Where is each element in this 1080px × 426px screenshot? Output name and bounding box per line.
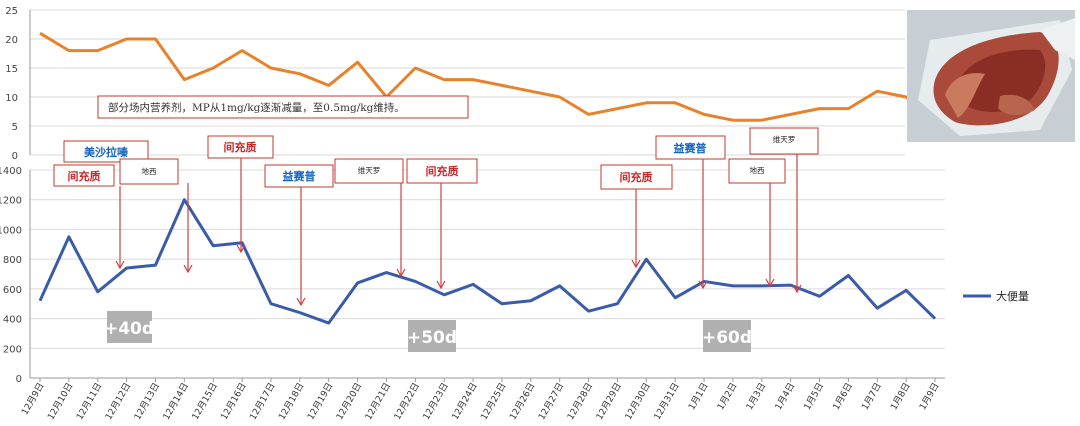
annotation-arrowhead	[765, 278, 775, 288]
bottom-y-tick-label: 0	[16, 374, 22, 385]
x-tick-label: 12月29日	[594, 381, 624, 422]
annotation-arrowhead	[396, 268, 406, 278]
x-tick-label: 12月31日	[652, 381, 682, 422]
annotation-diazepam-1: 地西	[119, 158, 179, 185]
x-tick-label: 12月24日	[450, 381, 480, 422]
annotation-msc-3: 间充质	[406, 158, 478, 184]
x-tick-label: 12月12日	[103, 381, 133, 422]
x-tick-label: 12月10日	[45, 381, 75, 422]
x-tick-label: 12月19日	[305, 381, 335, 422]
top-chart-y-ticks: 0 5 10 15 20 25	[5, 6, 31, 162]
mp-note-text: 部分场内营养剂，MP从1mg/kg逐渐减量，至0.5mg/kg维持。	[108, 101, 405, 114]
annotation-msc-1: 间充质	[53, 164, 115, 187]
annotation-arrowhead	[436, 280, 446, 290]
day-badge-50-label: +50d	[407, 328, 457, 348]
svg-text:益赛普: 益赛普	[283, 169, 316, 183]
x-tick-label: 12月17日	[248, 381, 278, 422]
annotation-vitamin-1: 维天罗	[334, 158, 404, 184]
x-tick-label: 12月16日	[219, 381, 249, 422]
bottom-chart-gridlines	[30, 169, 945, 379]
svg-text:维天罗: 维天罗	[358, 165, 381, 175]
annotation-arrowhead	[183, 264, 193, 274]
legend-label: 大便量	[996, 289, 1029, 303]
svg-text:间充质: 间充质	[620, 170, 653, 184]
day-badge-40-label: +40d	[104, 319, 154, 339]
svg-text:地西: 地西	[142, 166, 157, 176]
svg-text:地西: 地西	[750, 165, 765, 175]
annotation-etanercept-1: 益赛普	[264, 164, 334, 188]
x-tick-label: 1月4日	[773, 381, 797, 412]
x-tick-label: 12月13日	[132, 381, 162, 422]
bottom-y-tick-label: 400	[3, 315, 22, 326]
x-tick-label: 12月11日	[74, 381, 104, 422]
bottom-chart-x-ticks: 12月9日 12月10日 12月11日 12月12日 12月13日 12月14日 12月15…	[19, 378, 942, 422]
svg-text:间充质: 间充质	[224, 140, 257, 154]
annotation-arrowhead	[296, 297, 306, 307]
top-y-tick-label: 0	[12, 151, 18, 162]
x-tick-label: 12月20日	[334, 381, 364, 422]
annotation-arrows	[115, 154, 802, 307]
day-badge-50: +50d	[407, 320, 457, 352]
bottom-y-tick-label: 200	[3, 344, 22, 355]
x-tick-label: 12月21日	[363, 381, 393, 422]
legend: 大便量	[963, 289, 1029, 303]
annotation-arrowhead	[115, 260, 125, 270]
x-tick-label: 1月9日	[917, 381, 941, 412]
bottom-y-tick-label: 1400	[0, 166, 22, 177]
top-y-tick-label: 25	[5, 6, 18, 17]
top-y-tick-label: 10	[5, 93, 18, 104]
annotation-arrowhead	[631, 259, 641, 269]
annotation-arrowhead	[698, 280, 708, 290]
bottom-y-tick-label: 800	[3, 255, 22, 266]
svg-text:美沙拉嗪: 美沙拉嗪	[84, 145, 128, 159]
x-tick-label: 12月30日	[623, 381, 653, 422]
svg-text:间充质: 间充质	[68, 169, 101, 183]
mp-note-box: 部分场内营养剂，MP从1mg/kg逐渐减量，至0.5mg/kg维持。	[97, 95, 469, 119]
x-tick-label: 12月18日	[276, 381, 306, 422]
annotation-msc-2: 间充质	[207, 135, 274, 159]
x-tick-label: 1月7日	[860, 381, 884, 412]
x-tick-label: 12月15日	[190, 381, 220, 422]
x-tick-label: 1月1日	[686, 381, 710, 412]
svg-text:间充质: 间充质	[426, 164, 459, 178]
annotation-arrowhead	[236, 244, 246, 254]
bottom-y-tick-label: 1000	[0, 225, 22, 236]
annotation-vitamin-2: 维天罗	[749, 127, 819, 155]
top-y-tick-label: 5	[12, 122, 18, 133]
annotation-msc-4: 间充质	[600, 164, 673, 190]
top-chart-series	[39, 31, 937, 128]
x-tick-label: 12月28日	[565, 381, 595, 422]
x-tick-label: 1月8日	[888, 381, 912, 412]
svg-text:维天罗: 维天罗	[773, 134, 796, 144]
x-tick-label: 12月25日	[479, 381, 509, 422]
x-tick-label: 1月5日	[802, 381, 826, 412]
top-series-line	[39, 31, 937, 128]
annotation-mesalazine: 美沙拉嗪	[63, 140, 149, 163]
annotation-diazepam-2: 地西	[728, 158, 786, 184]
x-tick-label: 12月27日	[536, 381, 566, 422]
top-y-tick-label: 20	[5, 35, 18, 46]
bottom-chart-y-ticks: 0 200 400 600 800 1000 1200 1400	[0, 166, 945, 385]
x-tick-label: 12月9日	[19, 381, 46, 417]
x-tick-label: 1月2日	[715, 381, 739, 412]
day-badge-60: +60d	[702, 320, 752, 352]
day-badge-60-label: +60d	[702, 328, 752, 348]
annotation-arrowhead	[792, 284, 802, 294]
annotation-etanercept-2: 益赛普	[655, 135, 726, 160]
svg-text:益赛普: 益赛普	[674, 141, 707, 155]
bottom-y-tick-label: 600	[3, 285, 22, 296]
x-tick-label: 1月3日	[744, 381, 768, 412]
specimen-photo	[907, 10, 1075, 142]
bottom-y-tick-label: 1200	[0, 196, 22, 207]
x-tick-label: 12月14日	[161, 381, 191, 422]
day-badge-40: +40d	[104, 311, 154, 343]
top-y-tick-label: 15	[5, 64, 18, 75]
x-tick-label: 12月26日	[507, 381, 537, 422]
x-tick-label: 1月6日	[831, 381, 855, 412]
x-tick-label: 12月22日	[392, 381, 422, 422]
x-tick-label: 12月23日	[421, 381, 451, 422]
bottom-chart-series	[38, 198, 937, 325]
bottom-series-line	[38, 198, 937, 325]
